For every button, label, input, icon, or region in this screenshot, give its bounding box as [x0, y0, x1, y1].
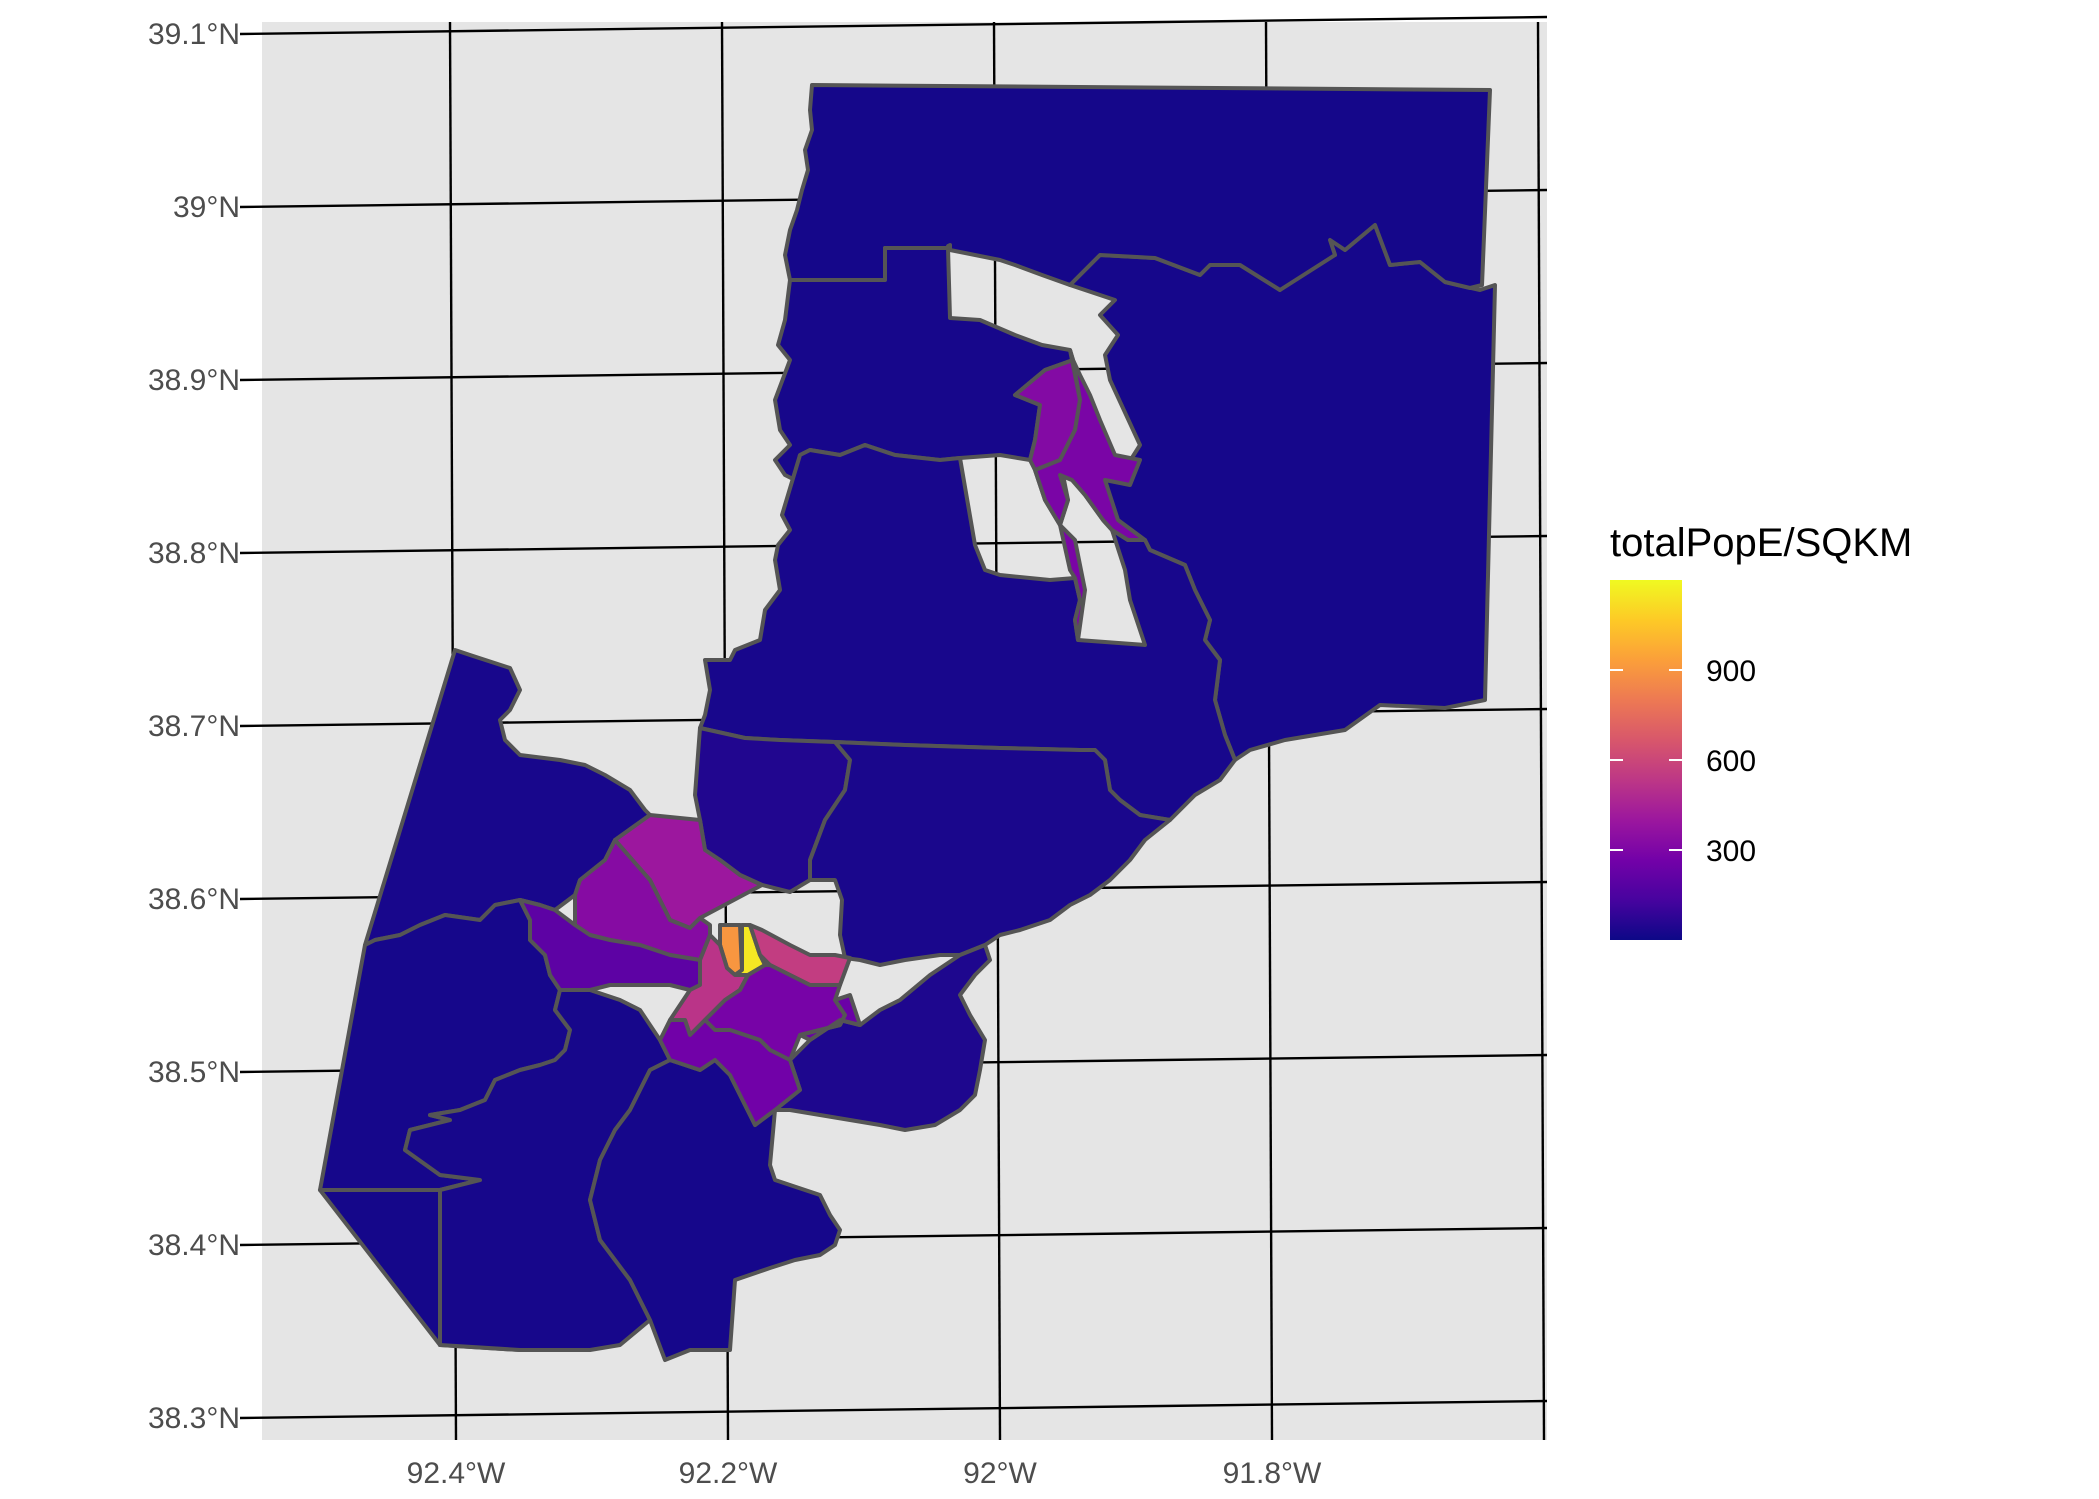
lon-tick-label: 91.8°W — [1223, 1457, 1322, 1490]
graticule-lat-line — [239, 15, 1548, 36]
lat-tick-label: 38.3°N — [148, 1402, 240, 1435]
legend-break-label: 300 — [1706, 835, 1756, 868]
census-tracts — [318, 83, 1497, 1362]
graticule-lon-line — [1536, 21, 1546, 1441]
legend-title: totalPopE/SQKM — [1610, 521, 1912, 565]
lat-tick-label: 39°N — [173, 191, 240, 224]
tract-north-purple-b — [1033, 358, 1147, 642]
tract-south-b — [588, 1058, 842, 1362]
lon-tick-label: 92.2°W — [679, 1457, 778, 1490]
legend-break-label: 900 — [1706, 655, 1756, 688]
lat-tick-label: 38.8°N — [148, 537, 240, 570]
lon-tick-label: 92°W — [963, 1457, 1037, 1490]
tract-north-center — [698, 443, 1237, 822]
lat-tick-label: 38.9°N — [148, 364, 240, 397]
legend-ticks: 900 600 300 — [1610, 655, 1756, 868]
lat-tick-label: 38.5°N — [148, 1056, 240, 1089]
tract-city-southwest — [658, 1018, 802, 1127]
tract-city-southeast — [798, 993, 862, 1042]
graticule-lat-line — [239, 1399, 1548, 1420]
legend: totalPopE/SQKM 900 600 300 — [1610, 521, 1912, 940]
lat-tick-label: 38.6°N — [148, 883, 240, 916]
longitude-tick-labels: 92.4°W 92.2°W 92°W 91.8°W — [407, 1457, 1322, 1490]
lat-tick-label: 38.7°N — [148, 710, 240, 743]
legend-break-label: 600 — [1706, 745, 1756, 778]
tract-mid-east — [808, 740, 1172, 967]
lat-tick-label: 39.1°N — [148, 18, 240, 51]
latitude-tick-labels: 39.1°N 39°N 38.9°N 38.8°N 38.7°N 38.6°N 38.5°N… — [148, 18, 240, 1435]
lon-tick-label: 92.4°W — [407, 1457, 506, 1490]
lat-tick-label: 38.4°N — [148, 1229, 240, 1262]
tract-north-top — [783, 83, 1492, 292]
